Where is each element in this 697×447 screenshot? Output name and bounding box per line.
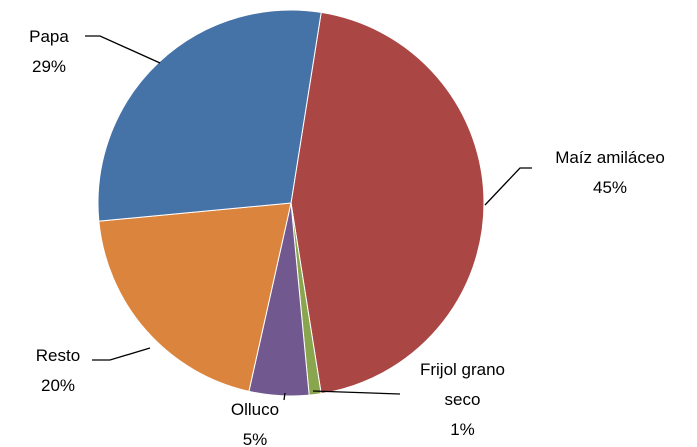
- value-label: 45%: [592, 178, 628, 197]
- category-label: Maíz amiláceo: [555, 148, 665, 167]
- category-label: Frijol grano seco: [419, 360, 506, 409]
- slice-label: Resto 20%: [18, 341, 98, 401]
- slice-label: Olluco 5%: [215, 395, 295, 447]
- category-label: Resto: [35, 346, 81, 365]
- pie-slice: [290, 11, 485, 395]
- pie-slice: [98, 202, 292, 392]
- slice-label: Maíz amiláceo 45%: [540, 143, 680, 203]
- category-label: Papa: [29, 27, 69, 46]
- slice-label: Papa 29%: [14, 22, 84, 82]
- leader-line: [484, 167, 532, 206]
- slice-label: Frijol grano seco 1%: [400, 355, 525, 445]
- value-label: 29%: [31, 57, 67, 76]
- leader-line: [283, 392, 286, 401]
- value-label: 1%: [450, 420, 475, 439]
- leader-line: [312, 390, 401, 395]
- value-label: 20%: [40, 376, 76, 395]
- leader-line: [92, 347, 151, 361]
- leader-line: [85, 35, 161, 64]
- category-label: Olluco: [230, 400, 280, 419]
- pie-slice: [97, 9, 322, 222]
- value-label: 5%: [242, 430, 268, 447]
